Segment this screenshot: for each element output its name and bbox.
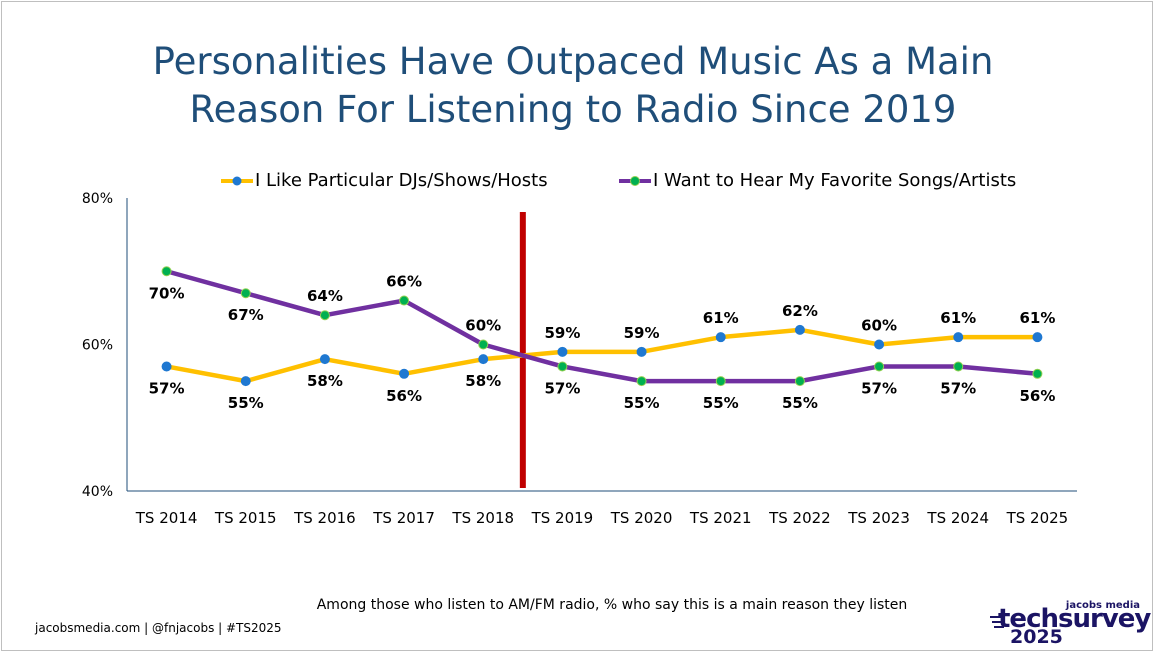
x-tick-label: TS 2019	[531, 509, 594, 527]
data-label-songs: 66%	[386, 273, 422, 291]
data-label-djs: 59%	[544, 324, 580, 342]
x-tick-label: TS 2021	[689, 509, 752, 527]
x-tick-label: TS 2018	[451, 509, 514, 527]
data-label-djs: 58%	[307, 372, 343, 390]
data-label-songs: 55%	[782, 394, 818, 412]
y-tick-label: 80%	[82, 191, 113, 207]
data-label-djs: 56%	[386, 387, 422, 405]
logo-year: 2025	[1010, 626, 1063, 648]
data-label-djs: 60%	[861, 317, 897, 335]
point-songs	[874, 361, 885, 372]
data-label-songs: 60%	[465, 317, 501, 335]
data-label-songs: 70%	[149, 284, 185, 302]
data-label-songs: 56%	[1019, 387, 1055, 405]
data-label-songs: 57%	[940, 379, 976, 397]
data-label-djs: 61%	[940, 309, 976, 327]
series-line-djs	[164, 327, 1040, 384]
point-djs	[953, 332, 964, 343]
data-label-djs: 62%	[782, 302, 818, 320]
y-tick-label: 40%	[82, 484, 113, 500]
point-djs	[715, 332, 726, 343]
point-djs	[319, 354, 330, 365]
point-songs	[953, 361, 964, 372]
point-djs	[874, 339, 885, 350]
data-label-songs: 67%	[228, 306, 264, 324]
footer-links: jacobsmedia.com | @fnjacobs | #TS2025	[35, 621, 282, 635]
point-songs	[557, 361, 568, 372]
data-label-djs: 61%	[703, 309, 739, 327]
point-songs	[399, 295, 410, 306]
point-songs	[240, 288, 251, 299]
point-djs	[636, 346, 647, 357]
chart-title: Personalities Have Outpaced Music As a M…	[2, 38, 1144, 134]
data-label-songs: 64%	[307, 287, 343, 305]
legend-swatch-songs	[619, 176, 651, 186]
point-djs	[1032, 332, 1043, 343]
point-songs	[319, 310, 330, 321]
logo-speed-lines-icon	[990, 616, 1004, 628]
data-label-songs: 57%	[544, 379, 580, 397]
x-tick-label: TS 2020	[610, 509, 673, 527]
data-label-djs: 59%	[624, 324, 660, 342]
legend-label-songs: I Want to Hear My Favorite Songs/Artists	[653, 170, 1017, 191]
legend-swatch-djs	[221, 176, 253, 186]
data-label-songs: 55%	[703, 394, 739, 412]
data-label-djs: 58%	[465, 372, 501, 390]
point-djs	[478, 354, 489, 365]
point-songs	[794, 376, 805, 387]
x-tick-label: TS 2017	[372, 509, 435, 527]
point-djs	[399, 368, 410, 379]
techsurvey-logo: jacobs media techsurvey 2025	[990, 600, 1151, 648]
x-tick-label: TS 2025	[1006, 509, 1069, 527]
data-label-djs: 55%	[228, 394, 264, 412]
point-songs	[636, 376, 647, 387]
data-label-djs: 57%	[149, 379, 185, 397]
x-tick-label: TS 2023	[847, 509, 910, 527]
data-label-djs: 61%	[1019, 309, 1055, 327]
y-tick-label: 60%	[82, 338, 113, 354]
point-djs	[557, 346, 568, 357]
x-tick-label: TS 2016	[293, 509, 356, 527]
x-tick-label: TS 2024	[926, 509, 989, 527]
logo-wordmark: techsurvey	[998, 604, 1151, 634]
x-tick-label: TS 2015	[214, 509, 277, 527]
x-tick-label: TS 2022	[768, 509, 831, 527]
chart-title-line-1: Personalities Have Outpaced Music As a M…	[152, 40, 994, 83]
point-djs	[240, 376, 251, 387]
x-tick-label: TS 2014	[135, 509, 198, 527]
point-djs	[161, 361, 172, 372]
data-label-songs: 55%	[624, 394, 660, 412]
point-djs	[794, 324, 805, 335]
logo-company: jacobs media	[1065, 600, 1140, 611]
chart-title-line-2: Reason For Listening to Radio Since 2019	[189, 88, 957, 131]
series-line-songs	[164, 269, 1040, 384]
point-songs	[478, 339, 489, 350]
point-songs	[1032, 368, 1043, 379]
legend-label-djs: I Like Particular DJs/Shows/Hosts	[255, 170, 548, 191]
footnote: Among those who listen to AM/FM radio, %…	[316, 597, 908, 613]
data-label-songs: 57%	[861, 379, 897, 397]
line-chart: 40% 60% 80% TS 2014 TS 2015 TS 2016 TS 2017 TS …	[82, 191, 1077, 527]
point-songs	[715, 376, 726, 387]
point-songs	[161, 266, 172, 277]
